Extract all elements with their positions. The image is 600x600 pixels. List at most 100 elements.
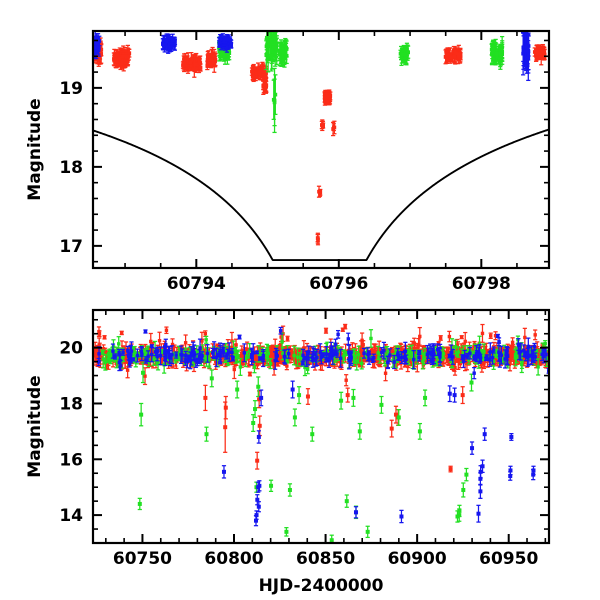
data-point — [126, 54, 130, 59]
data-point — [125, 368, 130, 372]
data-point — [263, 82, 267, 87]
data-point — [524, 40, 528, 44]
data-point — [279, 49, 283, 54]
data-point — [255, 71, 260, 75]
y-tick-label: 17 — [59, 237, 83, 257]
series-blue-survey — [93, 31, 531, 82]
data-point — [253, 72, 258, 76]
data-point — [170, 38, 175, 43]
data-point — [500, 49, 504, 54]
data-point — [521, 49, 526, 53]
top-panel-ticks — [93, 31, 549, 268]
data-point — [121, 61, 126, 65]
data-point — [272, 36, 277, 40]
data-point — [224, 37, 229, 42]
data-point — [121, 53, 125, 57]
data-point — [262, 362, 266, 366]
data-point — [360, 338, 364, 343]
data-point — [95, 41, 99, 46]
data-point — [229, 43, 233, 48]
data-point — [271, 97, 276, 102]
data-point — [335, 345, 339, 349]
data-point — [377, 348, 381, 352]
data-point — [484, 349, 489, 354]
data-point — [274, 48, 279, 52]
model-curve-group — [93, 128, 549, 262]
data-point — [120, 54, 125, 59]
data-point — [123, 54, 128, 58]
data-point — [273, 92, 278, 97]
data-point — [361, 342, 365, 347]
data-point — [93, 35, 98, 40]
data-point — [324, 329, 328, 333]
data-point — [193, 62, 197, 67]
data-point — [248, 372, 252, 376]
data-point — [257, 70, 262, 75]
data-point — [120, 331, 124, 335]
data-point — [164, 328, 169, 332]
x-tick-label: 60798 — [452, 274, 511, 294]
data-point — [328, 94, 333, 98]
data-point — [523, 45, 528, 50]
data-point — [265, 43, 270, 48]
data-point — [104, 363, 108, 367]
data-point — [445, 359, 449, 363]
data-point — [198, 65, 203, 70]
data-point — [284, 47, 289, 51]
data-point — [525, 43, 530, 48]
data-point — [272, 365, 276, 369]
data-point — [523, 335, 527, 340]
data-point — [341, 328, 345, 332]
data-point — [445, 53, 450, 58]
data-point — [274, 46, 278, 50]
data-point — [118, 56, 123, 61]
data-point — [163, 42, 167, 47]
data-point — [279, 335, 283, 339]
data-point — [222, 39, 226, 44]
data-point — [316, 236, 320, 241]
data-point — [412, 341, 416, 345]
data-point — [212, 60, 217, 64]
data-point — [402, 52, 407, 57]
data-point — [97, 39, 102, 43]
data-point — [272, 100, 277, 105]
data-point — [169, 45, 174, 50]
data-point — [269, 54, 274, 59]
data-point — [183, 57, 188, 62]
data-point — [498, 51, 503, 56]
data-point — [344, 378, 348, 382]
data-point — [255, 363, 260, 367]
data-point — [510, 340, 515, 345]
data-point — [93, 354, 96, 358]
data-point — [200, 339, 204, 343]
data-point — [157, 339, 162, 343]
data-point — [526, 48, 530, 53]
data-point — [325, 95, 329, 100]
data-point — [263, 73, 268, 77]
data-point — [438, 336, 443, 340]
data-point — [225, 45, 229, 50]
data-point — [447, 334, 452, 339]
data-point — [219, 43, 223, 48]
data-point — [93, 45, 97, 50]
data-point — [251, 74, 256, 79]
data-point — [208, 57, 212, 62]
data-point — [181, 61, 186, 65]
data-point — [221, 50, 225, 55]
data-point — [494, 51, 499, 56]
top-panel-data-layer — [93, 31, 549, 262]
data-point — [261, 71, 266, 76]
data-point — [167, 42, 171, 46]
data-point — [228, 39, 232, 43]
data-point — [264, 53, 269, 58]
data-point — [403, 54, 408, 59]
data-point — [97, 332, 102, 336]
x-tick-label: 60796 — [309, 274, 368, 294]
data-point — [188, 60, 193, 65]
y-tick-label: 19 — [59, 79, 83, 99]
microlensing-model-curve — [93, 128, 549, 262]
data-point — [534, 49, 538, 54]
data-point — [320, 123, 325, 128]
